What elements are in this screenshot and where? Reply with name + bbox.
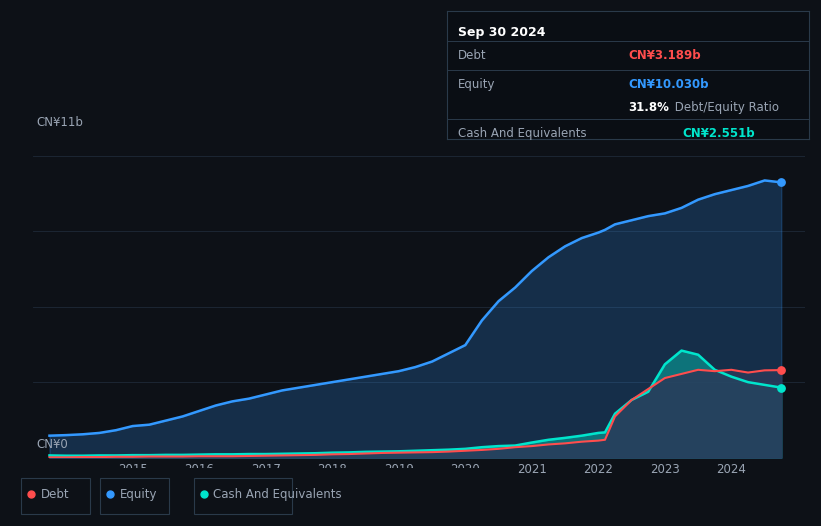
Text: Debt: Debt xyxy=(41,488,70,501)
Text: Cash And Equivalents: Cash And Equivalents xyxy=(213,488,342,501)
Point xyxy=(775,178,788,187)
Text: CN¥10.030b: CN¥10.030b xyxy=(628,77,709,90)
Text: Cash And Equivalents: Cash And Equivalents xyxy=(458,126,587,139)
Text: Debt: Debt xyxy=(458,49,487,62)
FancyBboxPatch shape xyxy=(100,478,169,514)
Point xyxy=(775,383,788,392)
Text: CN¥2.551b: CN¥2.551b xyxy=(682,126,754,139)
Text: Equity: Equity xyxy=(120,488,158,501)
Text: Sep 30 2024: Sep 30 2024 xyxy=(458,26,546,39)
FancyBboxPatch shape xyxy=(21,478,90,514)
Text: Debt/Equity Ratio: Debt/Equity Ratio xyxy=(672,101,779,114)
Text: 31.8%: 31.8% xyxy=(628,101,669,114)
Text: CN¥3.189b: CN¥3.189b xyxy=(628,49,700,62)
Text: CN¥11b: CN¥11b xyxy=(37,116,84,129)
Text: CN¥0: CN¥0 xyxy=(37,438,68,451)
Point xyxy=(775,366,788,375)
Text: Equity: Equity xyxy=(458,77,496,90)
FancyBboxPatch shape xyxy=(194,478,292,514)
